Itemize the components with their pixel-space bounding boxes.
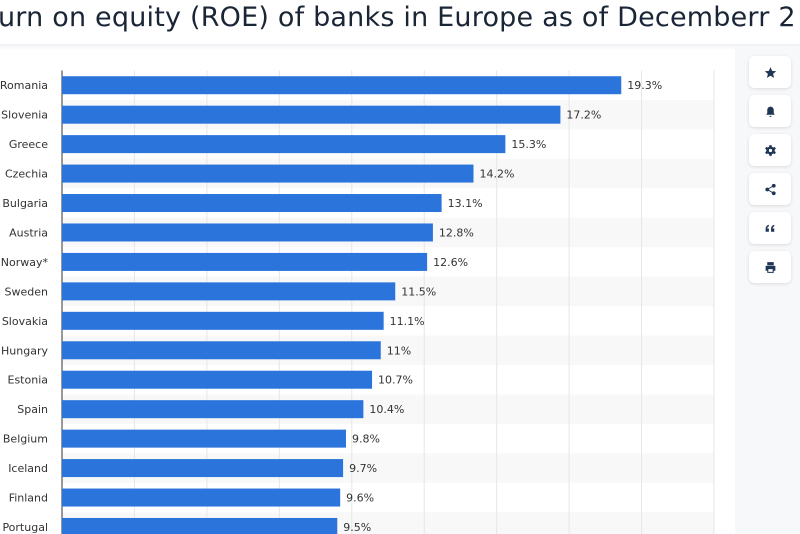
bar-slovenia — [62, 105, 561, 124]
cite-button[interactable] — [749, 212, 791, 244]
share-button[interactable] — [749, 173, 791, 205]
print-button[interactable] — [749, 251, 791, 283]
tool-sidebar — [735, 46, 800, 534]
star-icon — [764, 66, 776, 78]
favorite-button[interactable] — [749, 56, 791, 88]
bar-romania — [62, 76, 622, 95]
bar-spain — [62, 400, 364, 419]
value-label: 10.7% — [378, 374, 413, 387]
bar-norway — [62, 252, 428, 271]
value-label: 11% — [387, 344, 411, 357]
chart-title: urn on equity (ROE) of banks in Europe a… — [0, 2, 796, 33]
category-label: Belgium — [3, 433, 48, 446]
bar-greece — [62, 135, 506, 154]
category-label: Finland — [9, 492, 48, 505]
value-label: 11.1% — [390, 315, 425, 328]
gear-icon — [764, 144, 776, 156]
value-label: 17.2% — [566, 109, 601, 122]
quote-icon — [765, 224, 774, 232]
share-icon — [764, 183, 776, 195]
bar-austria — [62, 223, 433, 242]
category-label: Romania — [0, 79, 48, 92]
bar-sweden — [62, 282, 396, 301]
category-label: Iceland — [8, 462, 48, 475]
value-label: 9.5% — [343, 521, 371, 534]
category-label: Czechia — [5, 168, 48, 181]
category-label: Greece — [9, 138, 48, 151]
value-label: 9.7% — [349, 462, 377, 475]
print-icon — [765, 261, 775, 273]
value-label: 9.6% — [346, 492, 374, 505]
category-label: Portugal — [2, 521, 48, 534]
bar-czechia — [62, 164, 474, 183]
header-divider — [0, 44, 800, 50]
category-label: Bulgaria — [2, 197, 48, 210]
value-label: 12.6% — [433, 256, 468, 269]
value-label: 13.1% — [448, 197, 483, 210]
category-label: Slovakia — [2, 315, 48, 328]
value-label: 10.4% — [369, 403, 404, 416]
category-label: Hungary — [1, 344, 48, 357]
bar-chart: Romania 19.3% Slovenia 17.2% Greece 15.3% Czec… — [0, 70, 715, 534]
category-label: Norway* — [1, 256, 49, 269]
category-label: Spain — [17, 403, 48, 416]
bar-hungary — [62, 341, 381, 360]
bar-portugal — [62, 517, 338, 534]
value-label: 14.2% — [479, 168, 514, 181]
value-label: 12.8% — [439, 226, 474, 239]
category-label: Sweden — [5, 285, 48, 298]
bar-bulgaria — [62, 194, 442, 213]
value-label: 15.3% — [511, 138, 546, 151]
category-label: Estonia — [8, 374, 49, 387]
settings-button[interactable] — [749, 134, 791, 166]
bell-icon — [765, 106, 775, 117]
notification-button[interactable] — [749, 95, 791, 127]
value-label: 11.5% — [401, 285, 436, 298]
category-label: Austria — [9, 226, 48, 239]
category-label: Slovenia — [1, 109, 48, 122]
bar-finland — [62, 488, 341, 507]
value-label: 9.8% — [352, 433, 380, 446]
bar-estonia — [62, 370, 373, 389]
bar-iceland — [62, 459, 344, 478]
bar-slovakia — [62, 311, 384, 330]
value-label: 19.3% — [627, 79, 662, 92]
bar-belgium — [62, 429, 346, 448]
